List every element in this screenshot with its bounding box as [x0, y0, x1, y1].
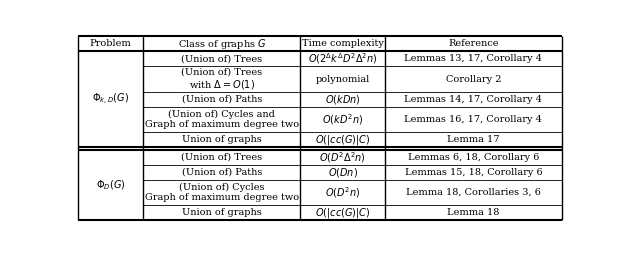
- Text: Reference: Reference: [448, 39, 499, 48]
- Text: polynomial: polynomial: [316, 75, 370, 84]
- Text: Corollary 2: Corollary 2: [446, 75, 501, 84]
- Text: $O(2^\Delta k^\Delta D^2\Delta^2 n)$: $O(2^\Delta k^\Delta D^2\Delta^2 n)$: [308, 52, 378, 66]
- Text: Class of graphs $G$: Class of graphs $G$: [178, 37, 266, 51]
- Text: $O(kD^2n)$: $O(kD^2n)$: [322, 112, 363, 127]
- Text: Lemma 18: Lemma 18: [447, 208, 500, 217]
- Text: (Union of) Paths: (Union of) Paths: [182, 168, 262, 177]
- Text: $O(Dn)$: $O(Dn)$: [328, 166, 358, 179]
- Text: (Union of) Cycles and
Graph of maximum degree two: (Union of) Cycles and Graph of maximum d…: [145, 110, 299, 129]
- Text: Lemmas 6, 18, Corollary 6: Lemmas 6, 18, Corollary 6: [407, 153, 539, 162]
- Text: (Union of) Trees
with $\Delta = O(1)$: (Union of) Trees with $\Delta = O(1)$: [182, 67, 263, 91]
- Text: $O(|cc(G)|C)$: $O(|cc(G)|C)$: [315, 133, 371, 147]
- Text: Problem: Problem: [90, 39, 132, 48]
- Text: $O(|cc(G)|C)$: $O(|cc(G)|C)$: [315, 206, 371, 220]
- Text: $O(D^2\Delta^2 n)$: $O(D^2\Delta^2 n)$: [319, 150, 366, 165]
- Text: Lemmas 16, 17, Corollary 4: Lemmas 16, 17, Corollary 4: [404, 115, 542, 124]
- Text: (Union of) Paths: (Union of) Paths: [182, 95, 262, 104]
- Text: Lemmas 14, 17, Corollary 4: Lemmas 14, 17, Corollary 4: [404, 95, 542, 104]
- Text: (Union of) Trees: (Union of) Trees: [182, 153, 263, 162]
- Text: $O(kDn)$: $O(kDn)$: [325, 93, 361, 106]
- Text: $\Phi_{k,D}(G)$: $\Phi_{k,D}(G)$: [92, 92, 129, 107]
- Text: $\Phi_D(G)$: $\Phi_D(G)$: [96, 178, 125, 192]
- Text: Lemmas 15, 18, Corollary 6: Lemmas 15, 18, Corollary 6: [404, 168, 542, 177]
- Text: Lemma 17: Lemma 17: [447, 135, 500, 145]
- Text: (Union of) Trees: (Union of) Trees: [182, 54, 263, 63]
- Text: Lemmas 13, 17, Corollary 4: Lemmas 13, 17, Corollary 4: [404, 54, 542, 63]
- Text: (Union of) Cycles
Graph of maximum degree two: (Union of) Cycles Graph of maximum degre…: [145, 183, 299, 202]
- Text: Union of graphs: Union of graphs: [182, 208, 261, 217]
- Text: Time complexity: Time complexity: [302, 39, 384, 48]
- Text: $O(D^2n)$: $O(D^2n)$: [325, 185, 361, 200]
- Text: Lemma 18, Corollaries 3, 6: Lemma 18, Corollaries 3, 6: [406, 188, 541, 197]
- Text: Union of graphs: Union of graphs: [182, 135, 261, 145]
